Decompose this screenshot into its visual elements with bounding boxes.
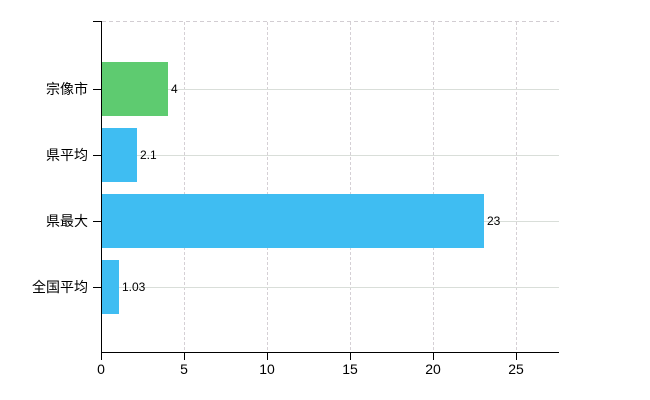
y-axis-line [101, 21, 102, 353]
category-tick [93, 287, 101, 288]
horizontal-gridline [102, 155, 559, 156]
category-tick [93, 155, 101, 156]
x-axis-tick-label: 25 [508, 361, 524, 377]
category-tick [93, 221, 101, 222]
bar-value-label: 23 [487, 214, 501, 228]
x-axis-tick-label: 15 [342, 361, 358, 377]
vertical-gridline [184, 22, 185, 352]
bar-value-label: 2.1 [140, 148, 157, 162]
x-axis-tick [516, 353, 517, 360]
category-label: 県平均 [46, 147, 88, 163]
category-label: 県最大 [46, 213, 88, 229]
category-label: 宗像市 [46, 81, 88, 97]
vertical-gridline [267, 22, 268, 352]
bar-0 [102, 62, 168, 116]
x-axis-tick-label: 10 [259, 361, 275, 377]
horizontal-gridline [102, 287, 559, 288]
bar-3 [102, 260, 119, 314]
plot-top-border [102, 21, 559, 22]
x-axis-tick [267, 353, 268, 360]
x-axis-line [101, 352, 559, 353]
category-tick [93, 89, 101, 90]
bar-2 [102, 194, 484, 248]
x-axis-tick [350, 353, 351, 360]
x-axis-tick-label: 0 [97, 361, 105, 377]
vertical-gridline [433, 22, 434, 352]
category-label: 全国平均 [32, 279, 88, 295]
x-axis-tick-label: 5 [180, 361, 188, 377]
x-axis-tick [184, 353, 185, 360]
x-axis-tick [433, 353, 434, 360]
bar-value-label: 1.03 [122, 280, 146, 294]
x-axis-tick [101, 353, 102, 360]
horizontal-gridline [102, 89, 559, 90]
bar-1 [102, 128, 137, 182]
x-axis-tick-label: 20 [425, 361, 441, 377]
vertical-gridline [350, 22, 351, 352]
bar-value-label: 4 [171, 82, 178, 96]
vertical-gridline [516, 22, 517, 352]
y-axis-top-tick [93, 21, 101, 22]
